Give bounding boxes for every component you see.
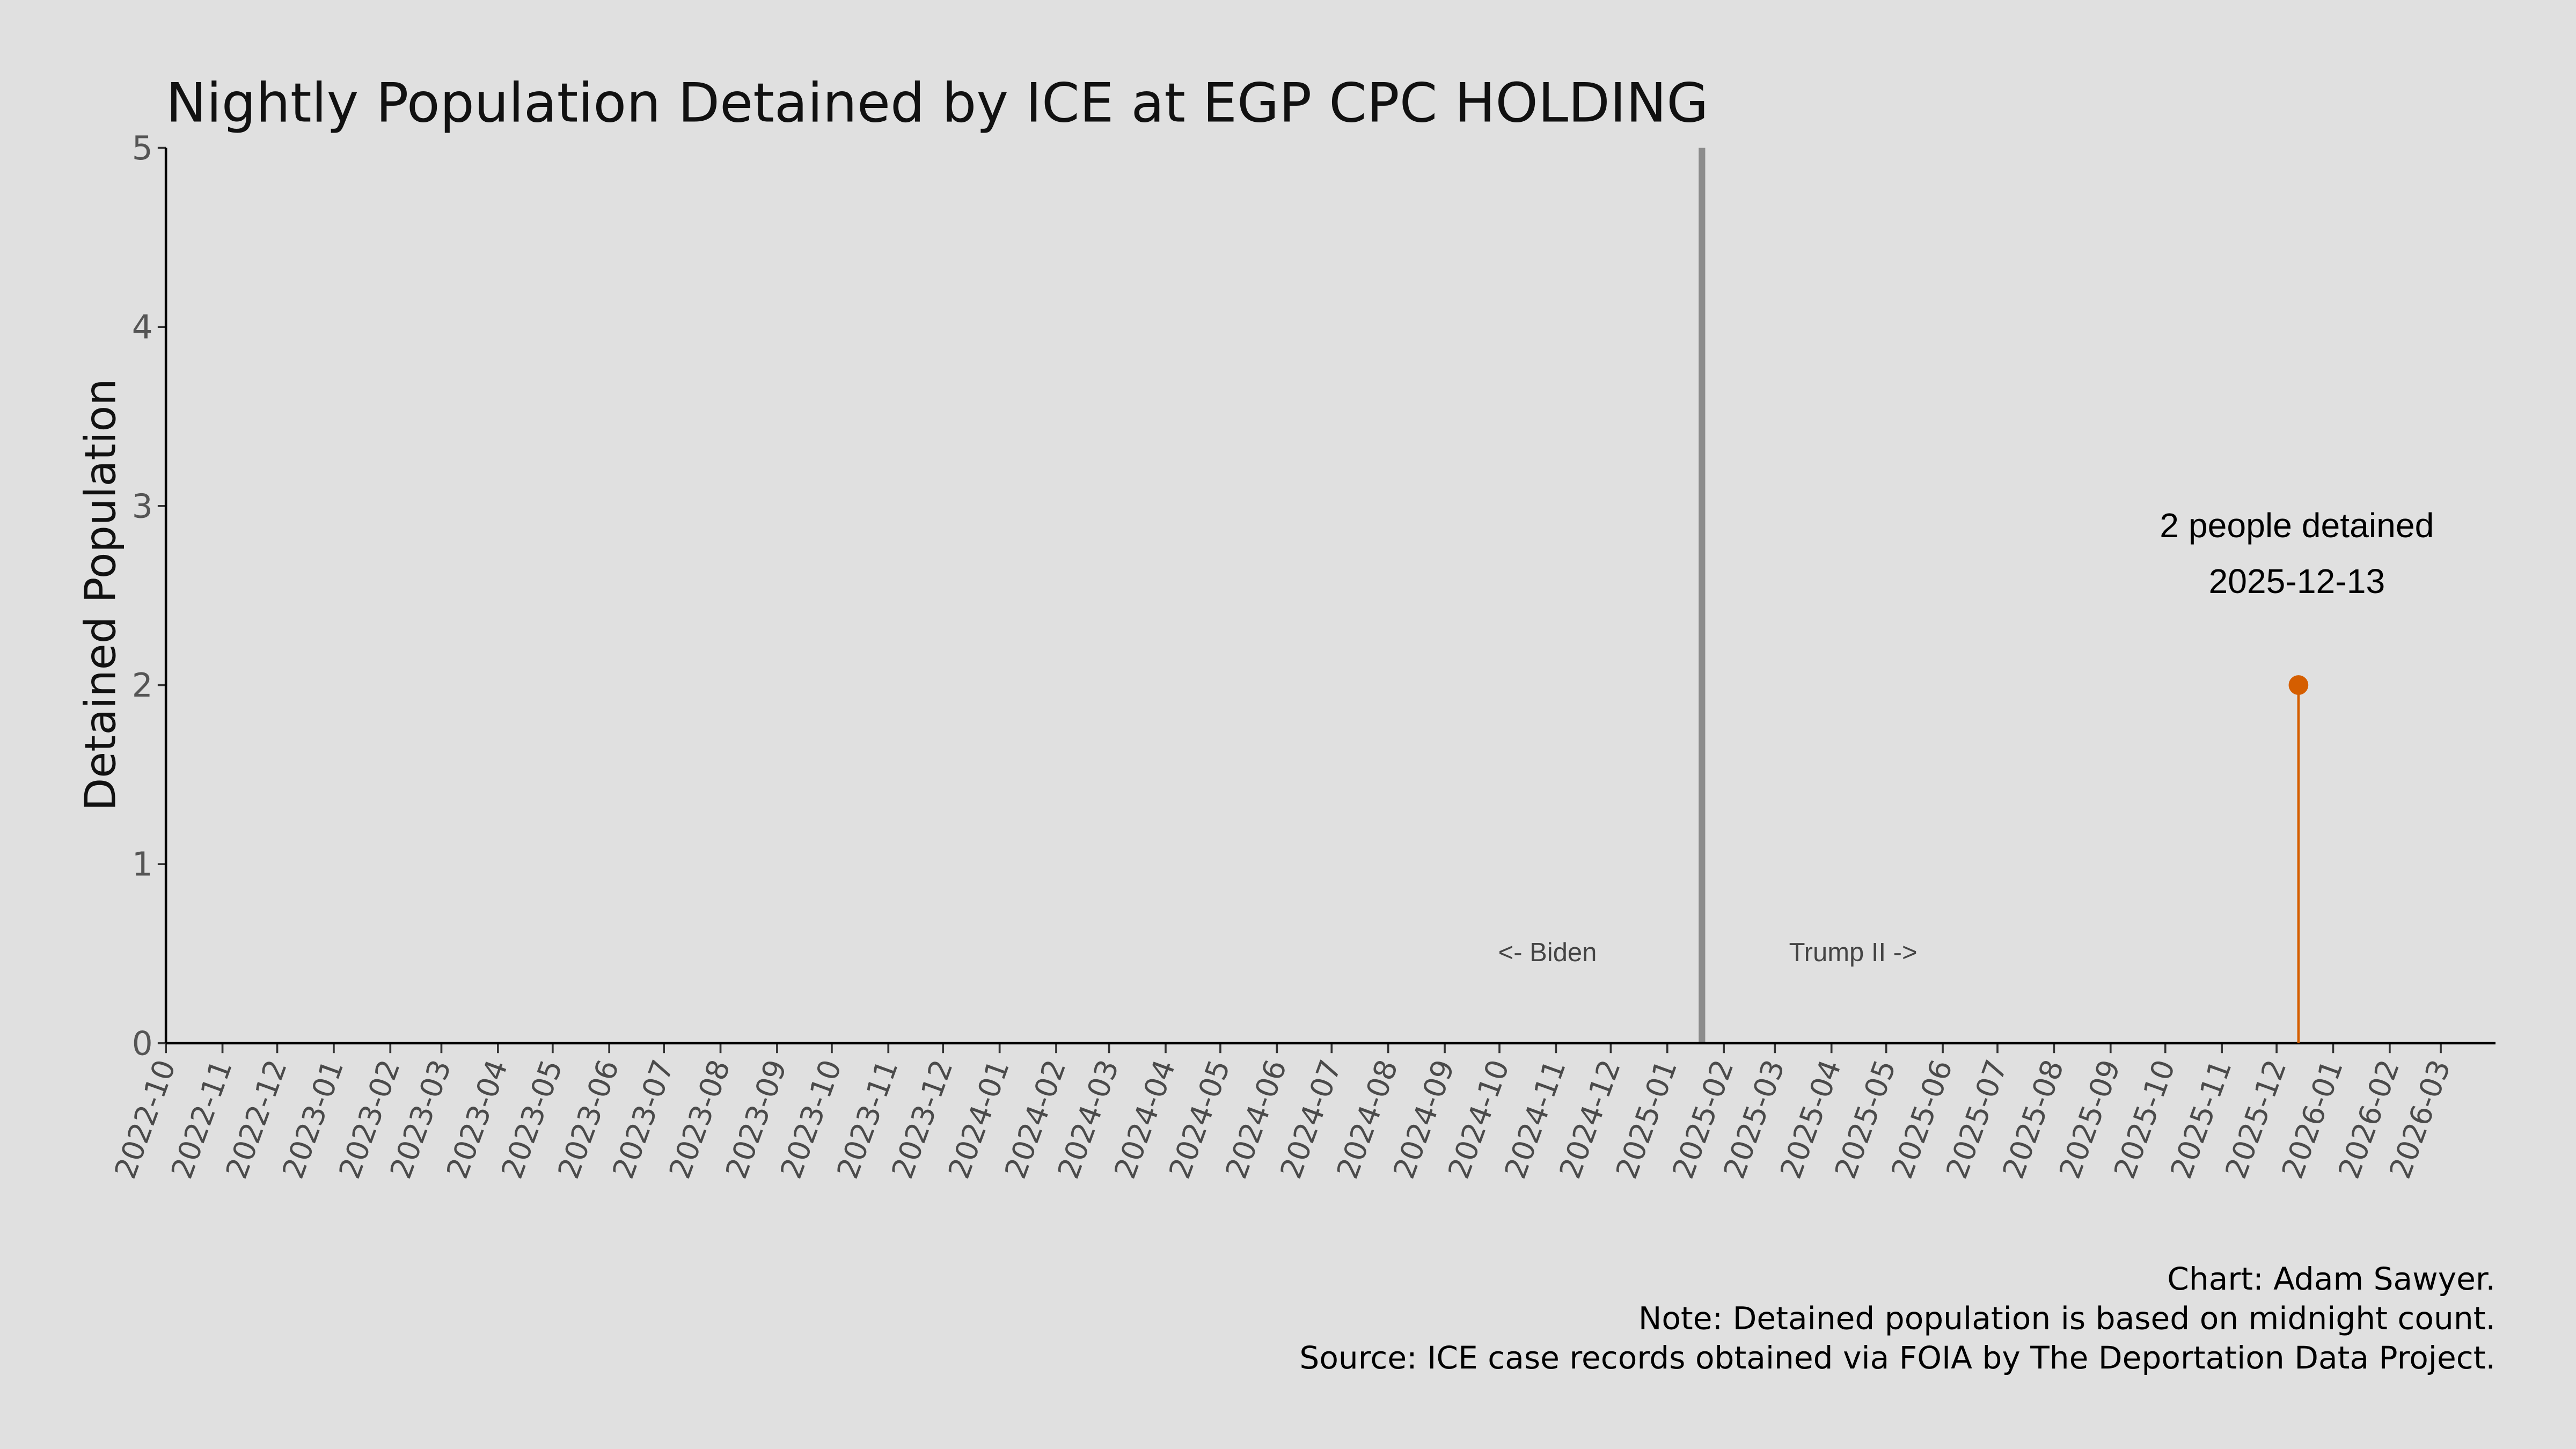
annotation-line2: 2025-12-13 [2208, 562, 2385, 601]
footer-note: Note: Detained population is based on mi… [1638, 1300, 2496, 1337]
footer-credit: Chart: Adam Sawyer. [2167, 1261, 2496, 1297]
y-tick-label: 0 [132, 1024, 153, 1063]
footer-source: Source: ICE case records obtained via FO… [1299, 1340, 2496, 1376]
y-tick-label: 4 [132, 309, 153, 347]
annotation-line1: 2 people detained [2160, 506, 2434, 545]
biden-label: <- Biden [1498, 938, 1597, 967]
y-tick-label: 2 [132, 667, 153, 705]
y-tick-label: 5 [132, 129, 153, 167]
chart-title: Nightly Population Detained by ICE at EG… [166, 71, 1708, 135]
y-tick-label: 3 [132, 487, 153, 525]
y-tick-label: 1 [132, 846, 153, 884]
trump-label: Trump II -> [1789, 938, 1918, 967]
data-point [2288, 675, 2309, 695]
y-axis-label: Detained Population [75, 378, 125, 811]
